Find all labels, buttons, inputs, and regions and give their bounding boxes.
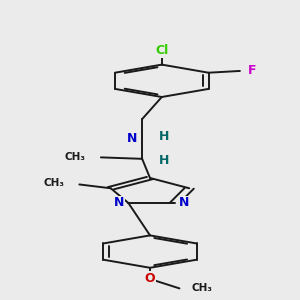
Text: Cl: Cl [155, 44, 168, 57]
Text: CH₃: CH₃ [191, 284, 212, 293]
Text: N: N [127, 132, 137, 145]
Text: N: N [113, 196, 124, 209]
Text: H: H [159, 154, 169, 167]
Text: H: H [159, 130, 169, 143]
Text: O: O [145, 272, 155, 286]
Text: CH₃: CH₃ [64, 152, 85, 162]
Text: F: F [248, 64, 256, 77]
Text: CH₃: CH₃ [44, 178, 64, 188]
Text: N: N [179, 196, 190, 209]
